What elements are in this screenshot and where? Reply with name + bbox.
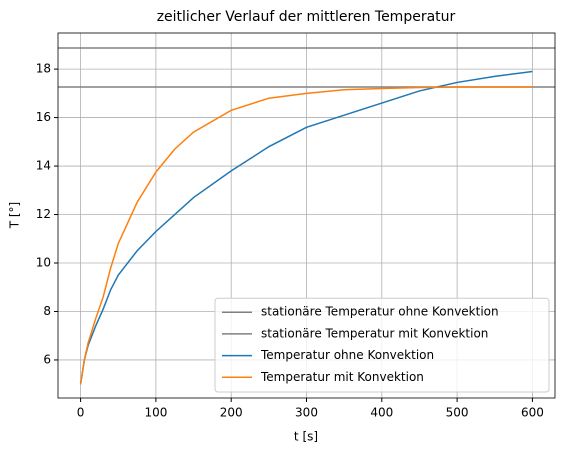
- data-line: [79, 86, 533, 385]
- legend-label: stationäre Temperatur mit Konvektion: [261, 326, 488, 340]
- chart-title: zeitlicher Verlauf der mittleren Tempera…: [157, 9, 456, 25]
- plot-frame: [57, 32, 556, 399]
- x-tick-label: 300: [295, 406, 318, 420]
- y-tick-label: 10: [36, 256, 51, 270]
- y-tick-label: 12: [36, 207, 51, 221]
- legend-label: Temperatur mit Konvektion: [260, 370, 424, 384]
- y-tick-label: 6: [43, 352, 51, 366]
- x-tick-label: 600: [521, 406, 544, 420]
- x-tick-label: 500: [446, 406, 469, 420]
- legend-label: stationäre Temperatur ohne Konvektion: [261, 305, 499, 319]
- x-tick-label: 400: [370, 406, 393, 420]
- y-tick-label: 14: [36, 159, 51, 173]
- y-tick-label: 16: [36, 110, 51, 124]
- y-axis-label: T [°]: [8, 202, 22, 230]
- x-tick-label: 0: [77, 406, 85, 420]
- x-axis-label: t [s]: [294, 430, 318, 444]
- data-line: [79, 70, 533, 385]
- legend-label: Temperatur ohne Konvektion: [260, 348, 434, 362]
- legend-box: [214, 297, 550, 393]
- x-tick-label: 200: [220, 406, 243, 420]
- x-tick-label: 100: [144, 406, 167, 420]
- y-tick-label: 8: [43, 304, 51, 318]
- y-tick-label: 18: [36, 62, 51, 76]
